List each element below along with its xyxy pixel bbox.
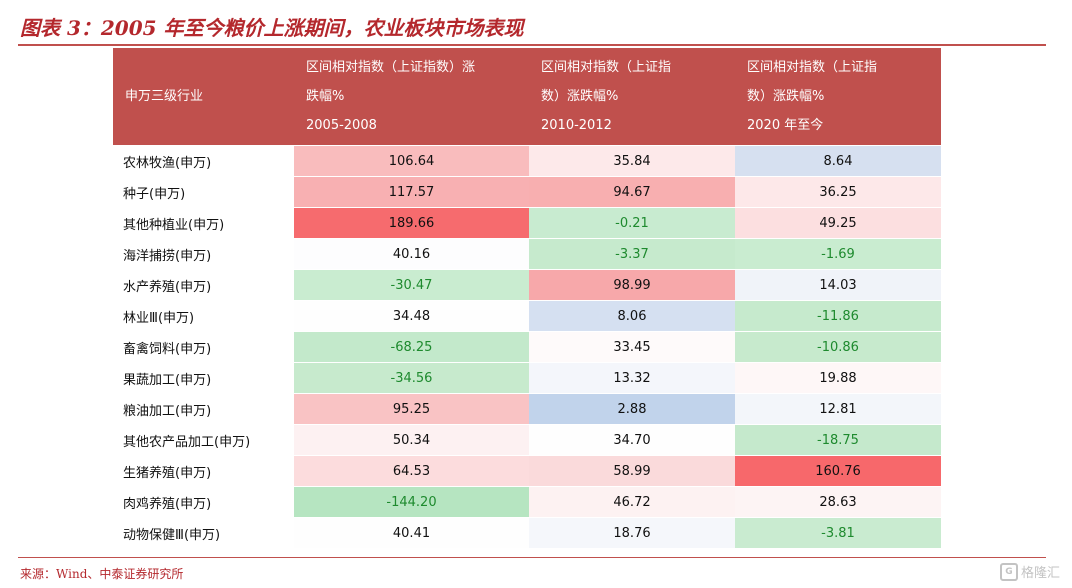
value-cell: -10.86 xyxy=(735,331,941,363)
table-row: 林业Ⅲ(申万) 34.48 8.06 -11.86 xyxy=(113,300,941,332)
industry-name: 生猪养殖(申万) xyxy=(113,455,294,487)
value-cell: 13.32 xyxy=(529,362,735,394)
value-cell: 28.63 xyxy=(735,486,941,518)
value-cell: 12.81 xyxy=(735,393,941,425)
value-cell: 46.72 xyxy=(529,486,735,518)
value-cell: -18.75 xyxy=(735,424,941,456)
table-row: 生猪养殖(申万) 64.53 58.99 160.76 xyxy=(113,455,941,487)
header-line: 数）涨跌幅% xyxy=(541,89,619,104)
value-cell: 160.76 xyxy=(735,455,941,487)
table-row: 肉鸡养殖(申万) -144.20 46.72 28.63 xyxy=(113,486,941,518)
table-row: 其他种植业(申万) 189.66 -0.21 49.25 xyxy=(113,207,941,239)
industry-name: 农林牧渔(申万) xyxy=(113,145,294,177)
industry-name: 肉鸡养殖(申万) xyxy=(113,486,294,518)
value-cell: -30.47 xyxy=(294,269,529,301)
industry-name: 粮油加工(申万) xyxy=(113,393,294,425)
value-cell: 19.88 xyxy=(735,362,941,394)
value-cell: 94.67 xyxy=(529,176,735,208)
table-header: 申万三级行业 区间相对指数（上证指数）涨 跌幅% 2005-2008 区间相对指数（上证… xyxy=(113,48,941,146)
gelonghui-logo-icon: G xyxy=(999,562,1018,581)
value-cell: 8.64 xyxy=(735,145,941,177)
header-industry: 申万三级行业 xyxy=(113,48,294,146)
header-line: 区间相对指数（上证指数）涨 xyxy=(306,60,476,75)
table-row: 其他农产品加工(申万) 50.34 34.70 -18.75 xyxy=(113,424,941,456)
value-cell: 189.66 xyxy=(294,207,529,239)
value-cell: 40.41 xyxy=(294,517,529,548)
industry-name: 海洋捕捞(申万) xyxy=(113,238,294,270)
value-cell: 40.16 xyxy=(294,238,529,270)
header-period-2: 区间相对指数（上证指 数）涨跌幅% 2010-2012 xyxy=(529,48,735,146)
header-line: 区间相对指数（上证指 xyxy=(541,60,672,75)
value-cell: 36.25 xyxy=(735,176,941,208)
industry-name: 畜禽饲料(申万) xyxy=(113,331,294,363)
industry-name: 其他农产品加工(申万) xyxy=(113,424,294,456)
value-cell: 98.99 xyxy=(529,269,735,301)
table-row: 粮油加工(申万) 95.25 2.88 12.81 xyxy=(113,393,941,425)
value-cell: 95.25 xyxy=(294,393,529,425)
value-cell: -3.37 xyxy=(529,238,735,270)
value-cell: -1.69 xyxy=(735,238,941,270)
header-period-1: 区间相对指数（上证指数）涨 跌幅% 2005-2008 xyxy=(294,48,529,146)
header-line: 2010-2012 xyxy=(541,118,612,133)
value-cell: 58.99 xyxy=(529,455,735,487)
value-cell: 35.84 xyxy=(529,145,735,177)
value-cell: -0.21 xyxy=(529,207,735,239)
industry-name: 果蔬加工(申万) xyxy=(113,362,294,394)
header-line: 2020 年至今 xyxy=(747,118,824,133)
industry-name: 其他种植业(申万) xyxy=(113,207,294,239)
table-row: 果蔬加工(申万) -34.56 13.32 19.88 xyxy=(113,362,941,394)
value-cell: 14.03 xyxy=(735,269,941,301)
table-row: 水产养殖(申万) -30.47 98.99 14.03 xyxy=(113,269,941,301)
value-cell: 117.57 xyxy=(294,176,529,208)
value-cell: 64.53 xyxy=(294,455,529,487)
chart-title: 图表 3：2005 年至今粮价上涨期间，农业板块市场表现 xyxy=(20,16,524,40)
performance-table: 申万三级行业 区间相对指数（上证指数）涨 跌幅% 2005-2008 区间相对指数（上证… xyxy=(113,48,941,548)
header-line: 2005-2008 xyxy=(306,118,377,133)
table-row: 畜禽饲料(申万) -68.25 33.45 -10.86 xyxy=(113,331,941,363)
value-cell: 18.76 xyxy=(529,517,735,548)
value-cell: -11.86 xyxy=(735,300,941,332)
table-row: 动物保健Ⅲ(申万) 40.41 18.76 -3.81 xyxy=(113,517,941,548)
industry-name: 水产养殖(申万) xyxy=(113,269,294,301)
industry-name: 种子(申万) xyxy=(113,176,294,208)
header-line: 申万三级行业 xyxy=(125,89,204,104)
value-cell: -3.81 xyxy=(735,517,941,548)
header-period-3: 区间相对指数（上证指 数）涨跌幅% 2020 年至今 xyxy=(735,48,941,146)
header-line: 区间相对指数（上证指 xyxy=(747,60,878,75)
value-cell: 34.48 xyxy=(294,300,529,332)
value-cell: 49.25 xyxy=(735,207,941,239)
industry-name: 林业Ⅲ(申万) xyxy=(113,300,294,332)
table-row: 农林牧渔(申万) 106.64 35.84 8.64 xyxy=(113,145,941,177)
table-row: 种子(申万) 117.57 94.67 36.25 xyxy=(113,176,941,208)
value-cell: 2.88 xyxy=(529,393,735,425)
table-row: 海洋捕捞(申万) 40.16 -3.37 -1.69 xyxy=(113,238,941,270)
bottom-divider xyxy=(18,557,1046,558)
table-body: 农林牧渔(申万) 106.64 35.84 8.64 种子(申万) 117.57 94.67… xyxy=(113,145,941,548)
watermark-text: 格隆汇 xyxy=(1020,566,1060,581)
title-divider xyxy=(18,44,1046,46)
value-cell: -68.25 xyxy=(294,331,529,363)
watermark: G 格隆汇 xyxy=(999,562,1060,581)
value-cell: 8.06 xyxy=(529,300,735,332)
value-cell: 34.70 xyxy=(529,424,735,456)
source-note: 来源：Wind、中泰证券研究所 xyxy=(20,567,184,581)
value-cell: -34.56 xyxy=(294,362,529,394)
industry-name: 动物保健Ⅲ(申万) xyxy=(113,517,294,548)
value-cell: 106.64 xyxy=(294,145,529,177)
header-line: 跌幅% xyxy=(306,89,345,104)
value-cell: -144.20 xyxy=(294,486,529,518)
header-line: 数）涨跌幅% xyxy=(747,89,825,104)
value-cell: 50.34 xyxy=(294,424,529,456)
value-cell: 33.45 xyxy=(529,331,735,363)
